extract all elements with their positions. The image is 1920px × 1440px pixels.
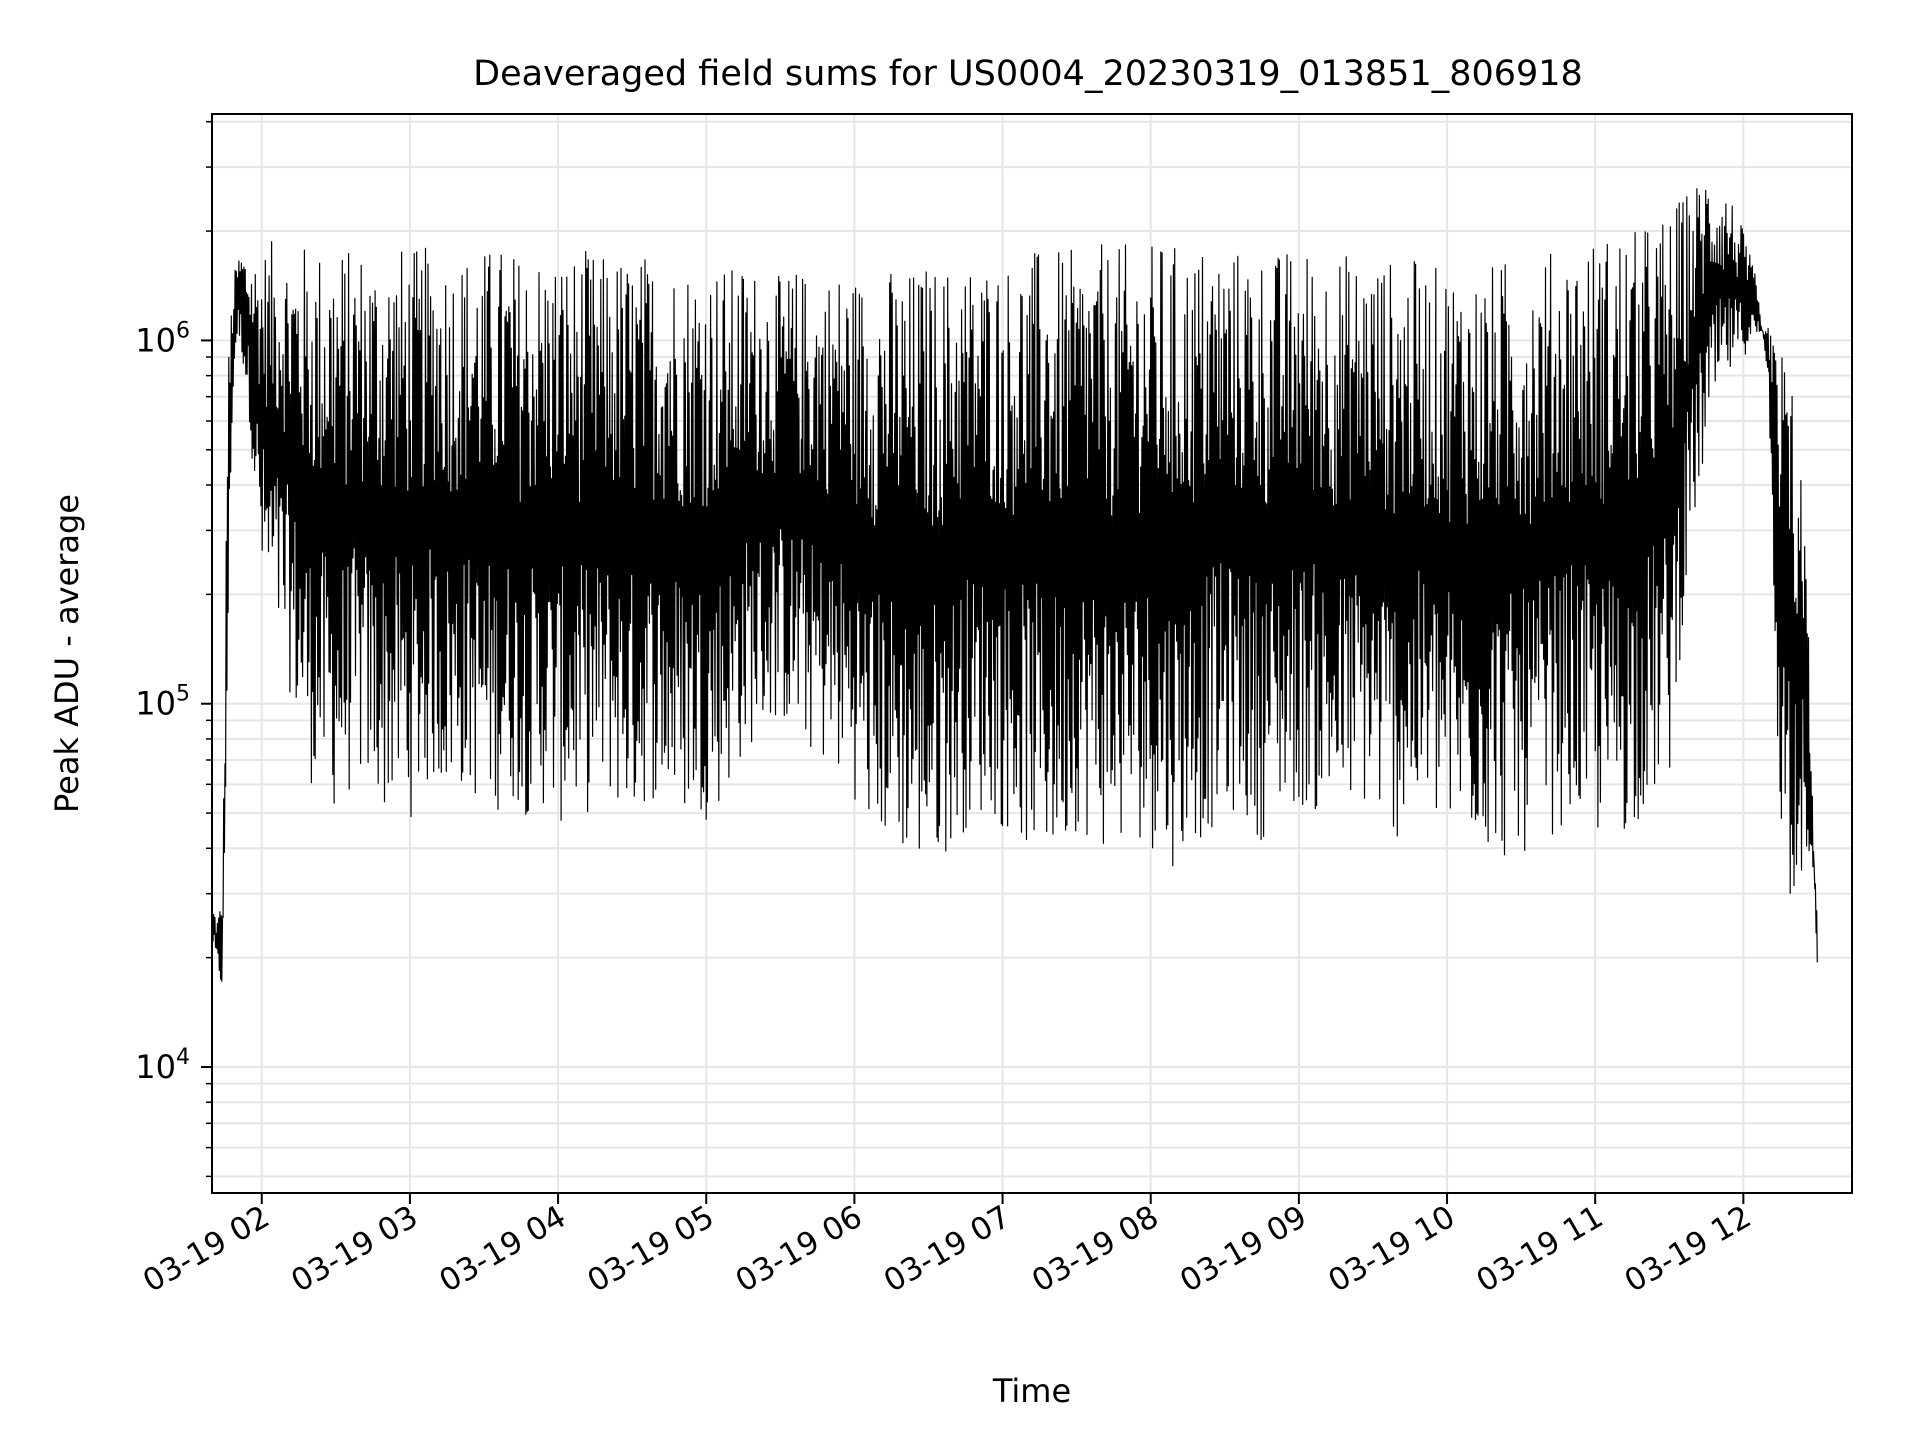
data-line xyxy=(211,188,1818,982)
chart-title: Deaveraged field sums for US0004_2023031… xyxy=(473,54,1583,94)
plot-area xyxy=(211,188,1818,982)
x-axis-label: Time xyxy=(992,1372,1071,1410)
y-tick-label: 104 xyxy=(135,1045,190,1086)
axes-frame xyxy=(211,113,1853,1194)
y-axis: 104 105 106 xyxy=(135,120,212,1178)
y-tick-label: 105 xyxy=(135,682,190,723)
y-tick-label: 106 xyxy=(135,318,190,359)
y-axis-label: Peak ADU - average xyxy=(48,494,86,813)
